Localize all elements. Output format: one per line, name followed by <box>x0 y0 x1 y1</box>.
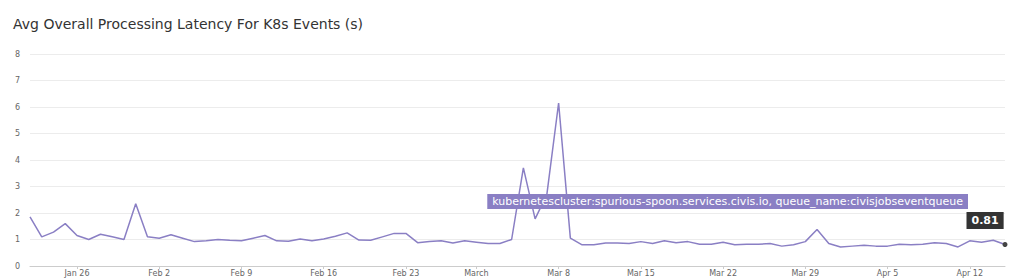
svg-text:Feb 9: Feb 9 <box>231 269 253 278</box>
svg-text:Mar 22: Mar 22 <box>709 269 737 278</box>
svg-text:7: 7 <box>15 76 20 85</box>
svg-text:Apr 12: Apr 12 <box>956 269 983 278</box>
svg-text:2: 2 <box>15 209 20 218</box>
svg-text:March: March <box>464 269 488 278</box>
svg-text:0: 0 <box>15 262 20 271</box>
svg-text:Apr 5: Apr 5 <box>877 269 898 278</box>
svg-text:1: 1 <box>15 235 20 244</box>
svg-text:5: 5 <box>15 129 20 138</box>
svg-text:Feb 23: Feb 23 <box>392 269 419 278</box>
svg-text:8: 8 <box>15 50 20 59</box>
svg-text:Avg Overall Processing Latency: Avg Overall Processing Latency For K8s E… <box>13 16 363 32</box>
svg-text:0.81: 0.81 <box>972 214 999 227</box>
svg-text:Mar 8: Mar 8 <box>547 269 570 278</box>
svg-text:Feb 2: Feb 2 <box>148 269 170 278</box>
svg-text:Mar 15: Mar 15 <box>627 269 655 278</box>
svg-text:3: 3 <box>15 182 20 191</box>
svg-text:Feb 16: Feb 16 <box>310 269 337 278</box>
svg-text:Mar 29: Mar 29 <box>791 269 819 278</box>
svg-text:6: 6 <box>15 103 20 112</box>
svg-text:4: 4 <box>15 156 20 165</box>
svg-text:Jan 26: Jan 26 <box>63 269 89 278</box>
svg-text:kubernetescluster:spurious-spo: kubernetescluster:spurious-spoon.service… <box>492 195 963 208</box>
